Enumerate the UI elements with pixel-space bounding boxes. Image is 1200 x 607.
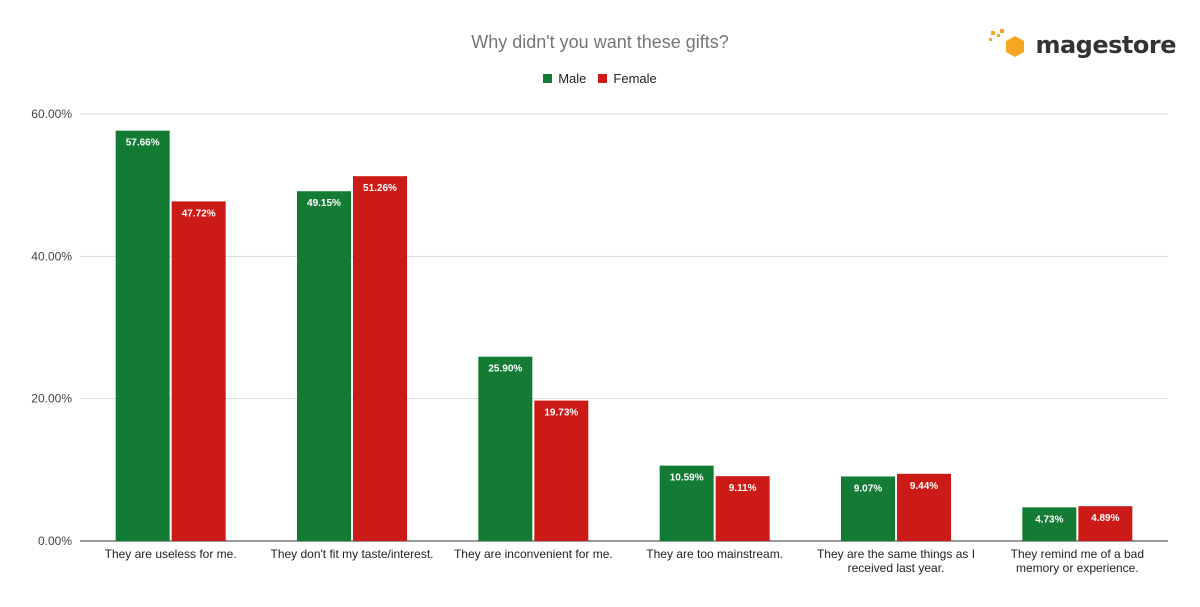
legend-item-male: Male — [543, 71, 586, 86]
data-label: 49.15% — [307, 198, 341, 209]
bar-female — [353, 176, 407, 542]
bar-male — [115, 130, 170, 541]
data-label: 4.89% — [1091, 513, 1119, 524]
y-tick-label: 60.00% — [31, 107, 72, 121]
logo-hexagon-icon — [989, 29, 1025, 57]
bar-female — [897, 473, 951, 541]
bar-female — [171, 201, 226, 541]
bar-male — [841, 476, 895, 541]
magestore-logo: magestore — [987, 28, 1176, 62]
data-label: 47.72% — [182, 208, 216, 219]
x-tick-label: They are too mainstream. — [646, 547, 783, 561]
x-tick-label: They are the same things as I — [817, 547, 975, 561]
bar-male — [1022, 507, 1077, 541]
bar-male — [478, 356, 533, 541]
y-tick-label: 0.00% — [38, 534, 72, 548]
x-tick-label: They are inconvenient for me. — [454, 547, 613, 561]
data-label: 9.44% — [910, 481, 938, 492]
legend-label-female: Female — [613, 71, 657, 86]
bar-male — [297, 191, 351, 542]
x-tick-label: received last year. — [848, 561, 945, 575]
data-label: 25.90% — [488, 364, 522, 375]
y-tick-label: 40.00% — [31, 249, 72, 263]
data-label: 4.73% — [1035, 514, 1063, 525]
x-tick-label: memory or experience. — [1016, 561, 1139, 575]
data-label: 10.59% — [670, 473, 704, 484]
legend: Male Female — [0, 71, 1200, 86]
bar-female — [1078, 506, 1133, 541]
bar-female — [715, 476, 770, 541]
chart-title: Why didn't you want these gifts? — [471, 32, 729, 52]
legend-swatch-male — [543, 74, 553, 83]
x-tick-label: They don't fit my taste/interest. — [270, 547, 433, 561]
legend-label-male: Male — [558, 71, 587, 86]
x-tick-label: They are useless for me. — [105, 547, 237, 561]
data-label: 9.11% — [729, 483, 757, 494]
logo-text: magestore — [1035, 31, 1176, 59]
x-tick-label: They remind me of a bad — [1011, 547, 1144, 561]
bar-male — [659, 465, 714, 541]
data-label: 19.73% — [544, 408, 578, 419]
legend-item-female: Female — [598, 71, 657, 86]
y-tick-label: 20.00% — [31, 392, 72, 406]
data-label: 9.07% — [854, 483, 882, 494]
data-label: 51.26% — [363, 183, 397, 194]
data-label: 57.66% — [126, 138, 160, 149]
legend-swatch-female — [598, 74, 608, 83]
bar-female — [534, 400, 589, 541]
